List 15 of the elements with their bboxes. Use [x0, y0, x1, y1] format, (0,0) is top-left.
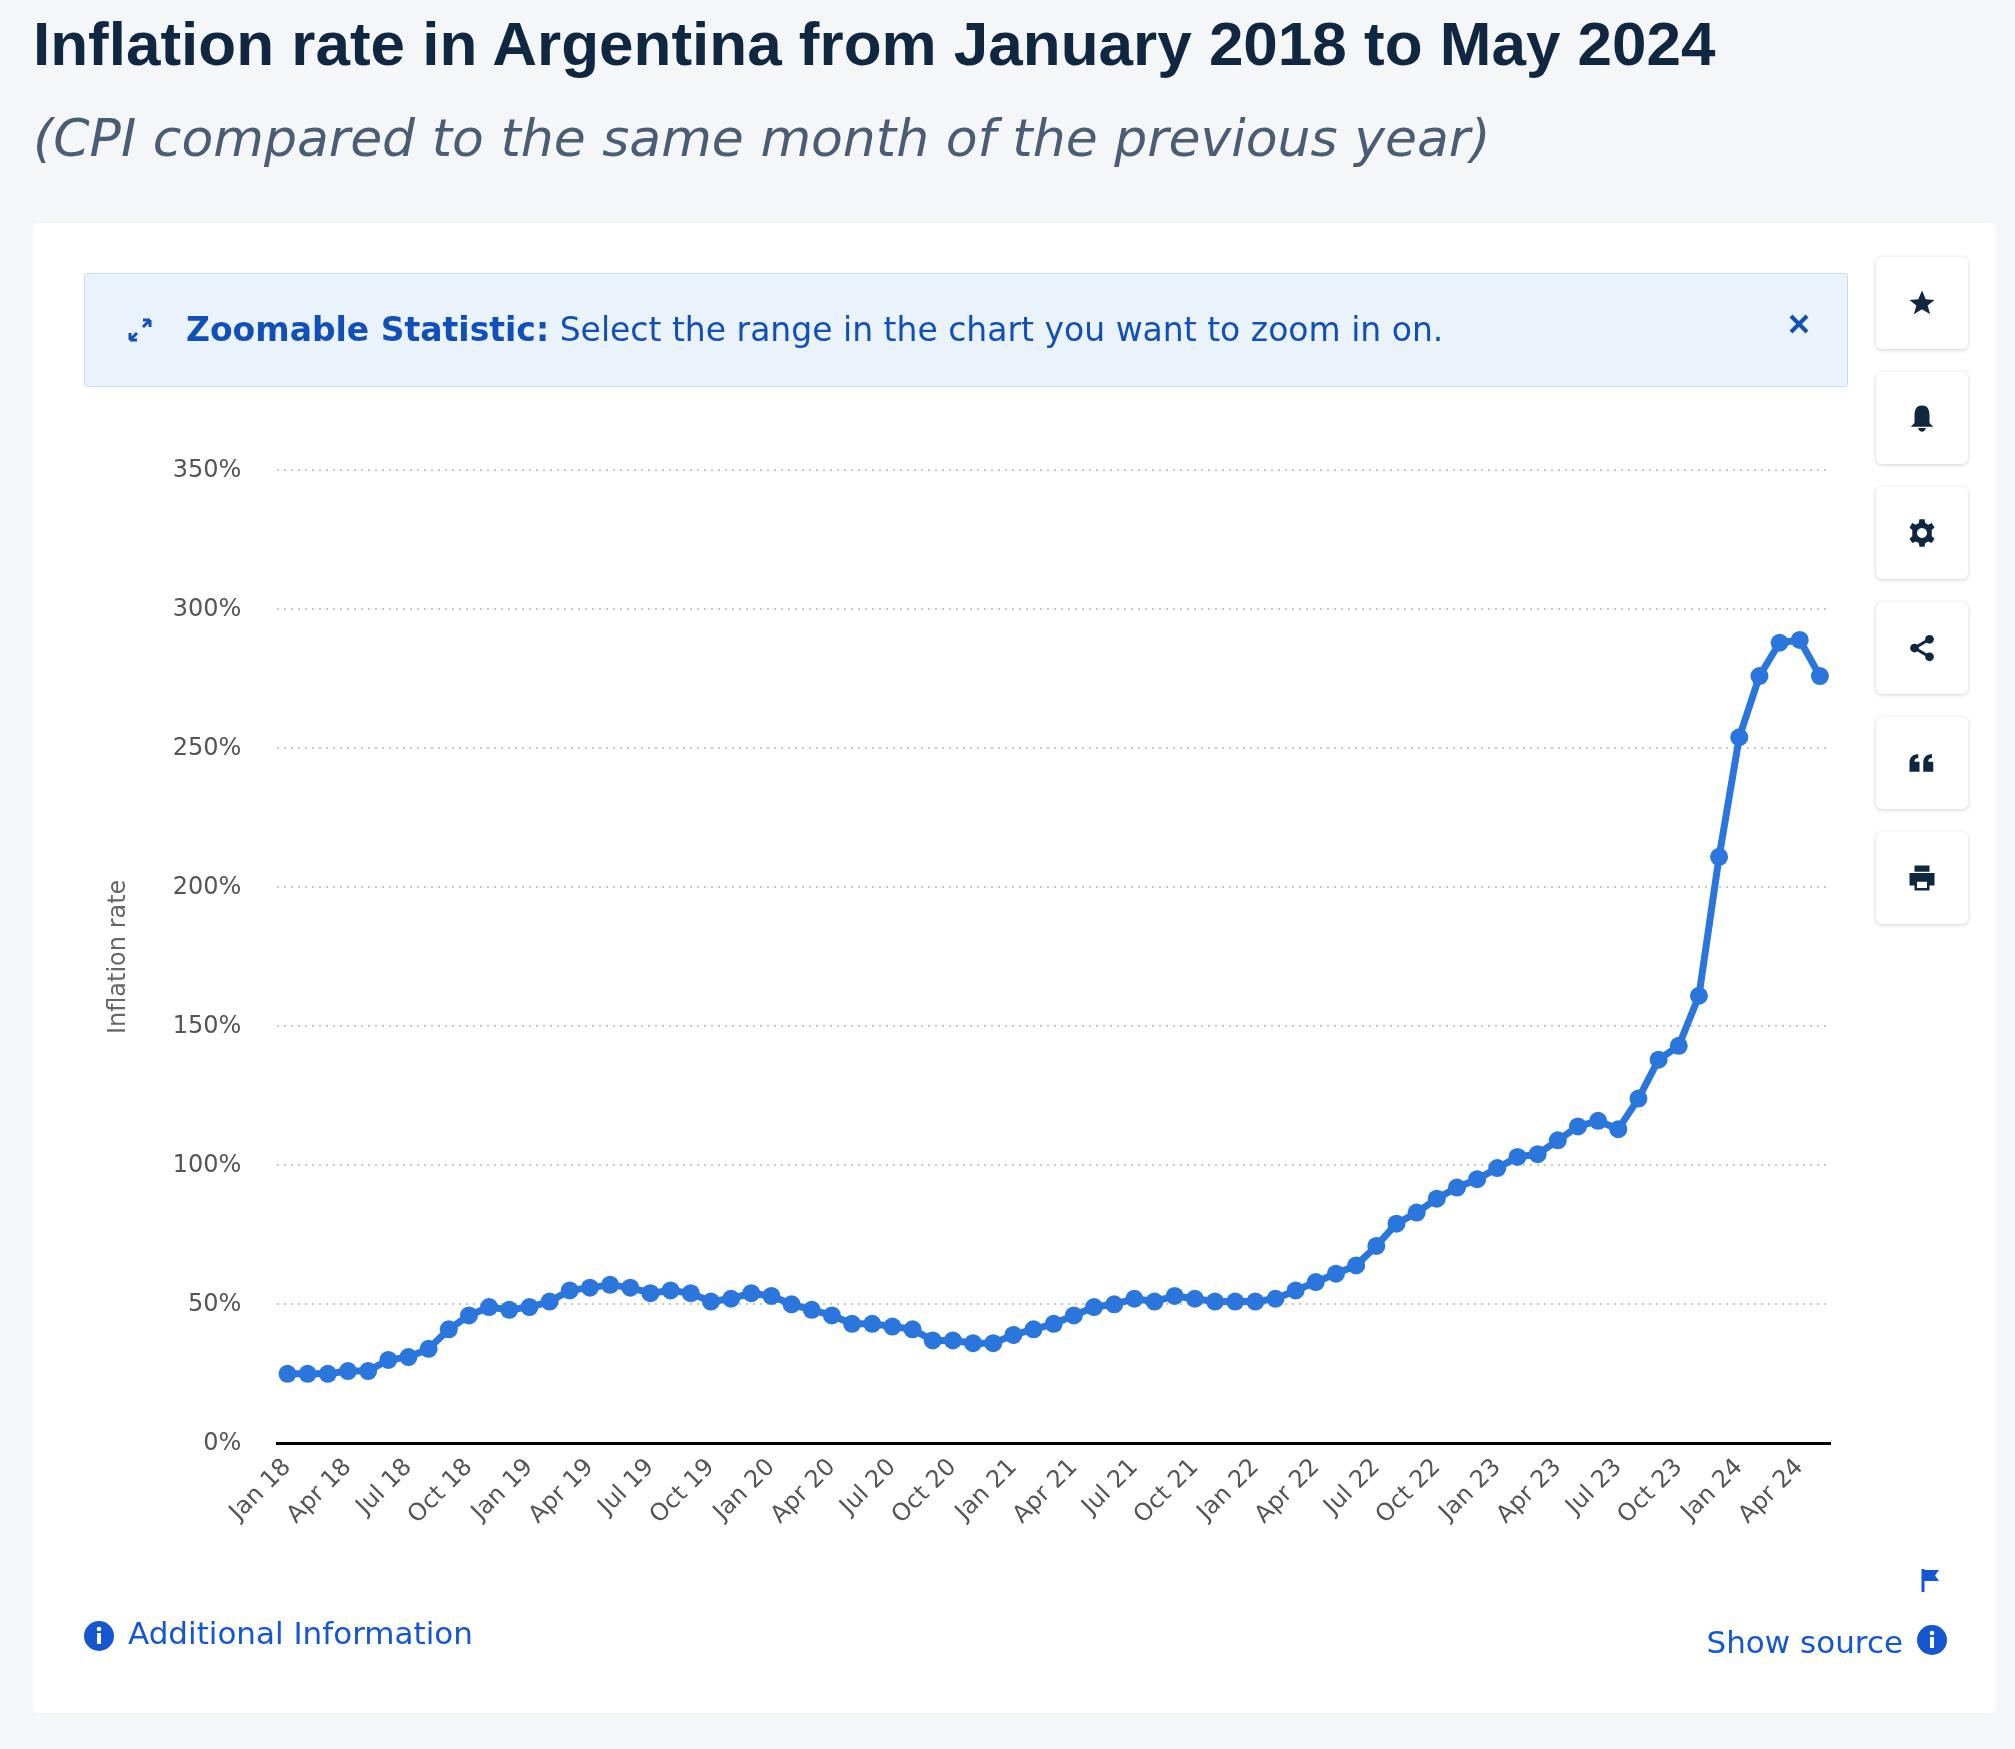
- y-tick-label: 150%: [172, 1010, 242, 1039]
- y-tick-label: 350%: [172, 454, 242, 483]
- chart-subtitle: (CPI compared to the same month of the previous year): [33, 108, 1491, 168]
- chart-title: Inflation rate in Argentina from January 2018 to May 2024: [33, 8, 1716, 79]
- y-tick-label: 200%: [172, 871, 242, 900]
- y-tick-label: 250%: [172, 732, 242, 761]
- text: Select the range in the chart you want to zoom in on.: [559, 310, 1444, 349]
- text: Zoomable Statistic:: [186, 310, 550, 349]
- y-axis-title: Inflation rate: [102, 879, 131, 1035]
- y-tick-label: 50%: [188, 1288, 242, 1317]
- y-tick-label: 0%: [203, 1427, 242, 1456]
- text: Show source: [1706, 1624, 1903, 1660]
- text: Additional Information: [128, 1615, 473, 1651]
- y-tick-label: 100%: [172, 1149, 242, 1178]
- y-tick-label: 300%: [172, 593, 242, 622]
